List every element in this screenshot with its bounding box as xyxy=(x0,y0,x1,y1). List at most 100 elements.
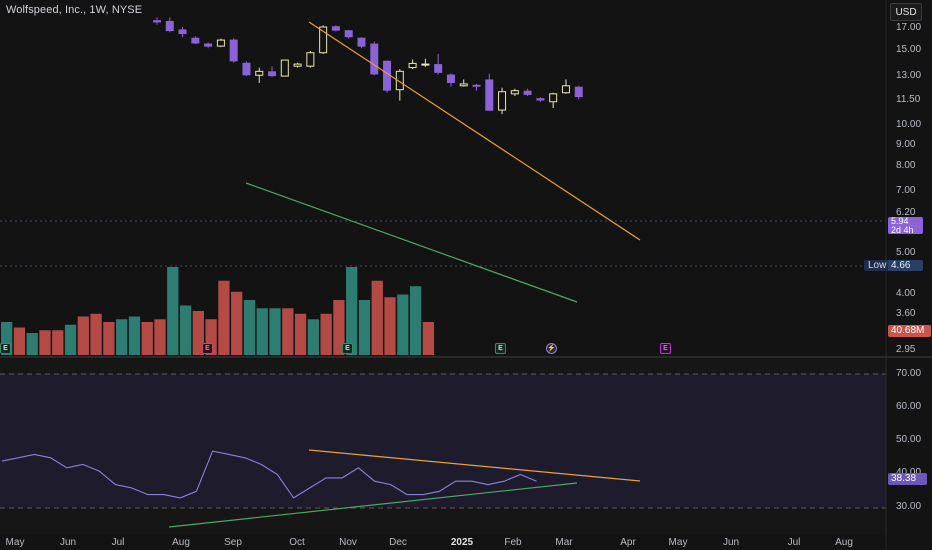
volume-bar xyxy=(52,330,64,355)
time-label-apr: Apr xyxy=(620,537,636,548)
candle-body xyxy=(191,37,200,44)
candle-body xyxy=(370,43,379,75)
time-label-jul: Jul xyxy=(111,537,125,548)
volume-bar xyxy=(371,280,383,355)
price-tick-3-6: 3.60 xyxy=(896,308,916,319)
candle-body xyxy=(293,63,302,67)
candle-body xyxy=(459,83,468,87)
volume-bar xyxy=(141,322,153,355)
volume-bar xyxy=(13,327,26,355)
candle-body xyxy=(510,90,519,95)
time-label-2025: 2025 xyxy=(450,537,474,548)
volume-bar xyxy=(90,313,102,355)
candle-body xyxy=(498,91,507,111)
candle-body xyxy=(574,86,583,98)
volume-value-badge: 40.68M xyxy=(888,325,931,337)
volume-bar xyxy=(167,267,179,355)
rsi-tick-70: 70.00 xyxy=(896,368,922,379)
earnings-marker[interactable]: E xyxy=(495,343,506,354)
candle-body xyxy=(344,30,353,38)
price-tick-9: 9.00 xyxy=(896,139,916,150)
candle-body xyxy=(549,93,558,103)
rsi-tick-40: 40.00 xyxy=(896,467,921,478)
rsi-band xyxy=(0,374,886,508)
volume-bar xyxy=(333,300,345,355)
time-label-feb: Feb xyxy=(504,537,522,548)
volume-bar xyxy=(1,322,13,355)
last-price-badge: 5.94 2d 4h xyxy=(888,217,923,234)
price-tick-15: 15.00 xyxy=(896,44,922,55)
rsi-tick-50: 50.00 xyxy=(896,434,922,445)
price-tick-10: 10.00 xyxy=(896,119,922,130)
volume-bar xyxy=(26,333,38,355)
earnings-marker[interactable]: E xyxy=(0,343,11,354)
candle-body xyxy=(536,98,545,101)
volume-bar xyxy=(346,267,358,355)
earnings-marker[interactable]: E xyxy=(202,343,213,354)
rsi-tick-60: 60.00 xyxy=(896,401,922,412)
time-label-mar: Mar xyxy=(555,537,573,548)
candle-body xyxy=(178,29,187,35)
candle-body xyxy=(165,20,174,32)
candle-body xyxy=(216,39,225,47)
lower-trendline[interactable] xyxy=(245,182,578,303)
volume-bar xyxy=(231,291,243,355)
candle-body xyxy=(255,70,264,76)
bar-countdown: 2d 4h xyxy=(891,224,914,235)
price-tick-2-95: 2.95 xyxy=(896,344,916,355)
volume-bar xyxy=(397,294,409,355)
last-price-value: 5.94 xyxy=(891,216,909,226)
low-badge-label: Low xyxy=(864,260,892,271)
rsi-tick-30: 30.00 xyxy=(896,501,922,512)
time-label-aug-2: Aug xyxy=(835,537,853,548)
candle-body xyxy=(268,71,277,77)
candle-body xyxy=(395,70,404,91)
volume-bar xyxy=(205,319,217,355)
time-label-nov: Nov xyxy=(339,537,357,548)
candle-body xyxy=(204,43,213,47)
time-label-jun-2: Jun xyxy=(722,537,740,548)
dividend-split-marker[interactable]: ⚡ xyxy=(546,343,557,354)
volume-bar xyxy=(192,311,204,355)
time-label-may: May xyxy=(5,537,25,548)
time-label-jul-2: Jul xyxy=(787,537,801,548)
upper-trendline[interactable] xyxy=(308,21,641,241)
volume-bar xyxy=(39,330,51,355)
price-tick-13: 13.00 xyxy=(896,70,922,81)
time-label-jun: Jun xyxy=(59,537,77,548)
candle-body xyxy=(421,63,430,66)
volume-bar xyxy=(409,286,422,355)
volume-bar xyxy=(320,313,332,355)
earnings-marker[interactable]: E xyxy=(342,343,353,354)
price-tick-11-5: 11.50 xyxy=(896,94,921,105)
volume-bars xyxy=(1,267,435,355)
volume-bar xyxy=(64,324,77,355)
candle-body xyxy=(331,26,340,31)
rsi-line xyxy=(1,450,537,499)
candle-body xyxy=(319,26,328,54)
time-label-dec: Dec xyxy=(389,537,407,548)
price-tick-8: 8.00 xyxy=(896,160,916,171)
candle-body xyxy=(561,85,570,94)
rsi-lower-trendline[interactable] xyxy=(168,482,578,528)
candle-body xyxy=(280,59,289,77)
volume-bar xyxy=(256,308,268,355)
candle-body xyxy=(434,64,443,73)
volume-bar xyxy=(294,313,307,355)
currency-button[interactable]: USD xyxy=(890,3,922,21)
volume-bar xyxy=(269,308,281,355)
volume-bar xyxy=(218,280,230,355)
volume-bar xyxy=(77,316,89,355)
candle-body xyxy=(242,62,251,76)
candle-body xyxy=(153,20,161,23)
volume-bar xyxy=(116,319,128,355)
rsi-upper-trendline[interactable] xyxy=(308,449,641,482)
rsi-value-badge: 38.38 xyxy=(888,473,927,485)
upcoming-earnings-marker[interactable]: E xyxy=(660,343,671,354)
low-badge-value: 4.66 xyxy=(888,260,923,271)
time-label-aug: Aug xyxy=(172,537,190,548)
candle-body xyxy=(383,60,392,91)
candles xyxy=(153,17,583,115)
candle-body xyxy=(446,74,455,83)
